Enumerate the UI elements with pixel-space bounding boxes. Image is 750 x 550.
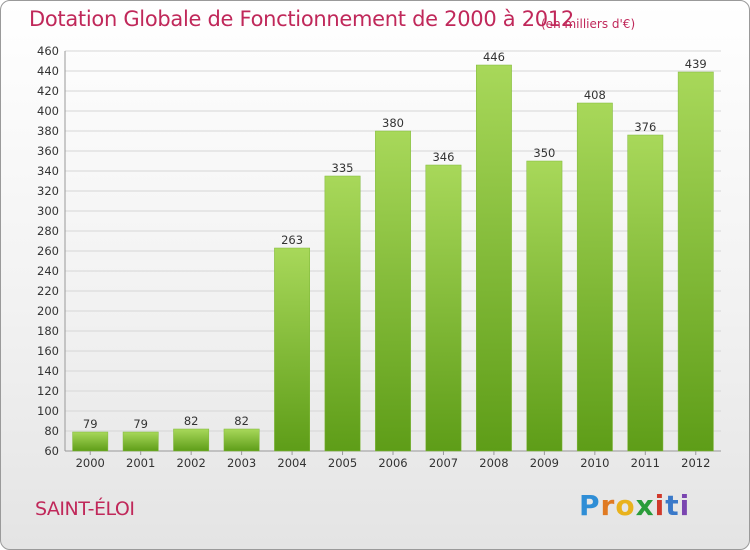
x-tick-label: 2002 xyxy=(177,456,206,470)
data-labels: 79 79 82 82 263 335 380 346 446 350 408 376 439 xyxy=(83,50,707,431)
bar-2001 xyxy=(122,431,159,452)
logo-letter: o xyxy=(615,489,636,522)
y-tick-label: 400 xyxy=(37,104,59,118)
logo-letter: x xyxy=(635,489,655,522)
y-tick-label: 160 xyxy=(37,344,59,358)
data-label: 82 xyxy=(184,414,199,428)
y-tick-label: 360 xyxy=(37,144,59,158)
y-tick-label: 340 xyxy=(37,164,59,178)
logo-letter: r xyxy=(600,489,616,522)
bar-2011 xyxy=(627,134,664,452)
y-tick-label: 200 xyxy=(37,304,59,318)
y-tick-labels: 60 80 100 120 140 160 180 200 220 240 260 280 300 320… xyxy=(37,44,59,458)
logo-letter: i xyxy=(654,489,666,522)
bar-2009 xyxy=(526,160,563,452)
y-tick-label: 320 xyxy=(37,184,59,198)
bar-2000 xyxy=(72,431,109,452)
x-tick-label: 2003 xyxy=(227,456,256,470)
data-label: 446 xyxy=(483,50,505,64)
y-tick-label: 380 xyxy=(37,124,59,138)
bar-2006 xyxy=(375,130,411,452)
y-tick-label: 220 xyxy=(37,284,59,298)
bar-2004 xyxy=(274,247,310,452)
chart-title: Dotation Globale de Fonctionnement de 20… xyxy=(29,7,574,31)
chart-subtitle: (en milliers d'€) xyxy=(541,17,636,31)
logo-letter: i xyxy=(679,489,691,522)
y-tick-label: 120 xyxy=(37,384,59,398)
bar-2002 xyxy=(173,428,210,452)
x-tick-label: 2006 xyxy=(378,456,407,470)
bars xyxy=(72,64,714,452)
x-tick-label: 2000 xyxy=(76,456,105,470)
y-tick-label: 80 xyxy=(44,424,59,438)
x-tick-label: 2010 xyxy=(580,456,609,470)
data-label: 346 xyxy=(432,150,454,164)
data-label: 263 xyxy=(281,233,303,247)
bar-2012 xyxy=(677,71,714,452)
bar-2007 xyxy=(425,164,462,452)
y-tick-label: 280 xyxy=(37,224,59,238)
logo-letter: P xyxy=(579,489,601,522)
data-label: 376 xyxy=(634,120,656,134)
bar-2003 xyxy=(223,428,260,452)
y-tick-label: 60 xyxy=(44,444,59,458)
y-tick-label: 180 xyxy=(37,324,59,338)
y-tick-label: 240 xyxy=(37,264,59,278)
data-label: 82 xyxy=(234,414,249,428)
y-tick-label: 140 xyxy=(37,364,59,378)
x-tick-label: 2007 xyxy=(429,456,458,470)
logo-letter: t xyxy=(665,489,680,522)
data-label: 335 xyxy=(332,161,354,175)
x-tick-label: 2009 xyxy=(530,456,559,470)
x-tick-label: 2012 xyxy=(681,456,710,470)
x-tick-label: 2005 xyxy=(328,456,357,470)
y-tick-label: 440 xyxy=(37,64,59,78)
data-label: 79 xyxy=(83,417,98,431)
data-label: 439 xyxy=(685,57,707,71)
x-tick-label: 2001 xyxy=(126,456,155,470)
data-label: 408 xyxy=(584,88,606,102)
bar-2008 xyxy=(476,64,512,452)
x-tick-labels: 2000 2001 2002 2003 2004 2005 2006 2007 2008 2009… xyxy=(76,451,710,470)
data-label: 350 xyxy=(533,146,555,160)
bar-2010 xyxy=(576,102,613,452)
proxiti-logo[interactable]: Proxiti xyxy=(579,489,690,522)
y-tick-label: 260 xyxy=(37,244,59,258)
data-label: 380 xyxy=(382,116,404,130)
x-tick-label: 2004 xyxy=(277,456,306,470)
y-tick-label: 100 xyxy=(37,404,59,418)
bar-2005 xyxy=(324,175,361,452)
x-tick-label: 2011 xyxy=(631,456,660,470)
y-tick-label: 300 xyxy=(37,204,59,218)
data-label: 79 xyxy=(133,417,148,431)
x-tick-label: 2008 xyxy=(479,456,508,470)
town-name: SAINT-ÉLOI xyxy=(35,498,135,520)
y-tick-label: 460 xyxy=(37,44,59,58)
y-tick-label: 420 xyxy=(37,84,59,98)
